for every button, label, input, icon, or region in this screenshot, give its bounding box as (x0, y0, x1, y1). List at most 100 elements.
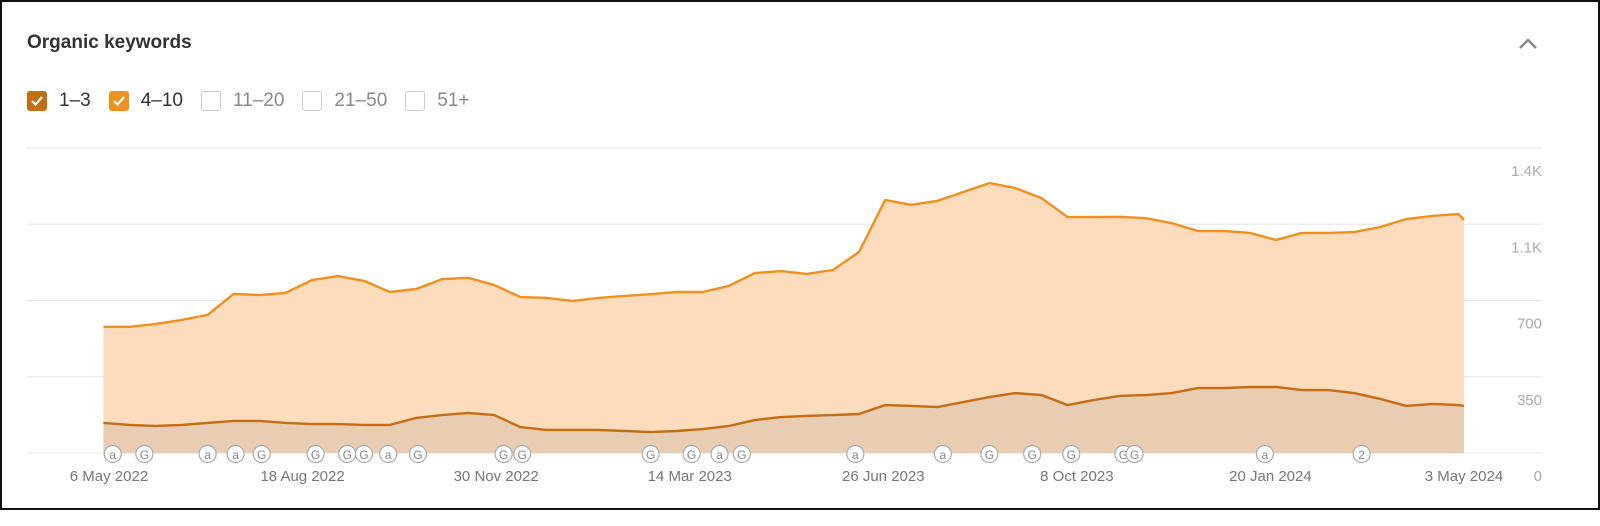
chart: 0 350 700 1.1K 1.4K 6 May 2022 18 Aug 2022 30 N… (27, 147, 1542, 485)
annotation-marker[interactable]: G (408, 444, 428, 464)
annotation-label: a (385, 448, 392, 462)
collapse-button[interactable] (1516, 34, 1540, 52)
x-tick-label: 30 Nov 2022 (454, 468, 539, 485)
annotation-circle (732, 444, 751, 464)
annotation-circle (252, 444, 271, 464)
annotation-label: G (140, 448, 149, 462)
annotation-circle (198, 444, 217, 464)
annotation-label: G (1028, 448, 1037, 462)
legend-item[interactable]: 4–10 (108, 90, 183, 112)
legend-label: 21–50 (334, 90, 388, 111)
annotation-label: a (109, 448, 116, 462)
checkbox[interactable] (108, 91, 129, 111)
annotation-marker[interactable]: a (198, 444, 217, 464)
annotation-circle (641, 444, 660, 464)
annotation-label: a (716, 448, 723, 462)
legend-item[interactable]: 11–20 (200, 90, 285, 112)
annotation-label: a (204, 448, 211, 462)
annotation-marker[interactable]: G (1125, 444, 1144, 464)
annotation-circle (682, 444, 701, 464)
annotation-circle (354, 444, 374, 464)
annotation-circle (1255, 444, 1274, 464)
legend-item[interactable]: 21–50 (302, 90, 387, 112)
annotation-circle (103, 444, 122, 464)
x-tick-label: 20 Jan 2024 (1229, 468, 1312, 485)
annotation-label: G (985, 448, 994, 462)
annotation-marker[interactable]: a (103, 444, 122, 464)
checkbox[interactable] (405, 91, 426, 111)
annotation-circle (933, 444, 952, 464)
annotation-label: G (518, 448, 527, 462)
annotation-label: G (343, 448, 352, 462)
y-tick-label: 1.1K (1511, 239, 1542, 256)
widget: Organic keywords 1–3 4–10 11–20 21–50 51+ 0 3… (0, 0, 1600, 510)
x-tick-label: 3 May 2024 (1425, 468, 1503, 485)
annotation-label: a (232, 448, 239, 462)
legend-item[interactable]: 1–3 (27, 90, 91, 112)
annotation-label: G (687, 448, 696, 462)
annotation-marker[interactable]: a (1255, 444, 1274, 464)
area (103, 183, 1464, 433)
annotation-marker[interactable]: G (1114, 444, 1133, 464)
x-tick-label: 6 May 2022 (70, 468, 148, 485)
legend-label: 11–20 (232, 90, 285, 111)
annotation-marker[interactable]: G (494, 444, 513, 464)
annotation-marker[interactable]: G (306, 444, 325, 464)
annotation-marker[interactable]: a (226, 444, 245, 464)
checkbox[interactable] (27, 91, 47, 111)
annotation-label: G (499, 448, 508, 462)
legend-label: 51+ (437, 90, 470, 111)
annotation-label: a (1262, 448, 1269, 462)
annotation-marker[interactable]: a (846, 444, 865, 464)
annotation-marker[interactable]: G (338, 444, 357, 464)
annotation-label: G (359, 448, 368, 462)
annotation-marker[interactable]: G (1023, 444, 1042, 464)
annotation-circle (1062, 444, 1081, 464)
annotation-label: 2 (1358, 448, 1365, 462)
x-tick-label: 8 Oct 2023 (1040, 468, 1113, 485)
annotation-circle (226, 444, 245, 464)
annotation-marker[interactable]: G (682, 444, 701, 464)
annotation-marker[interactable]: a (379, 444, 398, 464)
annotation-circle (1125, 444, 1144, 464)
annotation-circle (306, 444, 325, 464)
annotation-circle (1352, 444, 1371, 464)
annotation-circle (408, 444, 428, 464)
annotation-label: G (257, 448, 266, 462)
legend: 1–3 4–10 11–20 21–50 51+ (27, 90, 488, 112)
annotation-marker[interactable]: G (732, 444, 751, 464)
annotation-label: G (413, 448, 422, 462)
annotation-marker[interactable]: G (354, 444, 374, 464)
annotation-marker[interactable]: G (135, 444, 154, 464)
annotation-marker[interactable]: G (641, 444, 660, 464)
annotation-marker[interactable]: G (980, 444, 999, 464)
legend-label: 1–3 (59, 90, 91, 111)
annotation-marker[interactable]: G (1062, 444, 1081, 464)
checkbox[interactable] (200, 91, 221, 111)
area (103, 386, 1464, 453)
legend-label: 4–10 (140, 90, 183, 111)
annotation-label: G (646, 448, 655, 462)
x-tick-label: 14 Mar 2023 (648, 468, 732, 485)
annotation-marker[interactable]: G (513, 444, 532, 464)
annotation-label: G (737, 448, 746, 462)
checkbox[interactable] (302, 91, 323, 111)
annotation-circle (379, 444, 398, 464)
annotation-circle (494, 444, 513, 464)
annotation-label: G (1067, 448, 1076, 462)
x-tick-label: 18 Aug 2022 (260, 468, 344, 485)
y-tick-label: 700 (1517, 316, 1542, 333)
line (103, 181, 1465, 329)
y-tick-label: 1.4K (1511, 163, 1542, 180)
annotation-marker[interactable]: 2 (1352, 444, 1371, 464)
x-tick-label: 26 Jun 2023 (842, 468, 925, 485)
annotation-circle (135, 444, 154, 464)
annotation-circle (513, 444, 532, 464)
annotation-marker[interactable]: G (252, 444, 271, 464)
widget-title: Organic keywords (27, 32, 192, 53)
annotation-circle (338, 444, 357, 464)
legend-item[interactable]: 51+ (405, 90, 470, 112)
annotation-marker[interactable]: a (710, 444, 729, 464)
annotation-circle (1114, 444, 1133, 464)
annotation-marker[interactable]: a (933, 444, 952, 464)
